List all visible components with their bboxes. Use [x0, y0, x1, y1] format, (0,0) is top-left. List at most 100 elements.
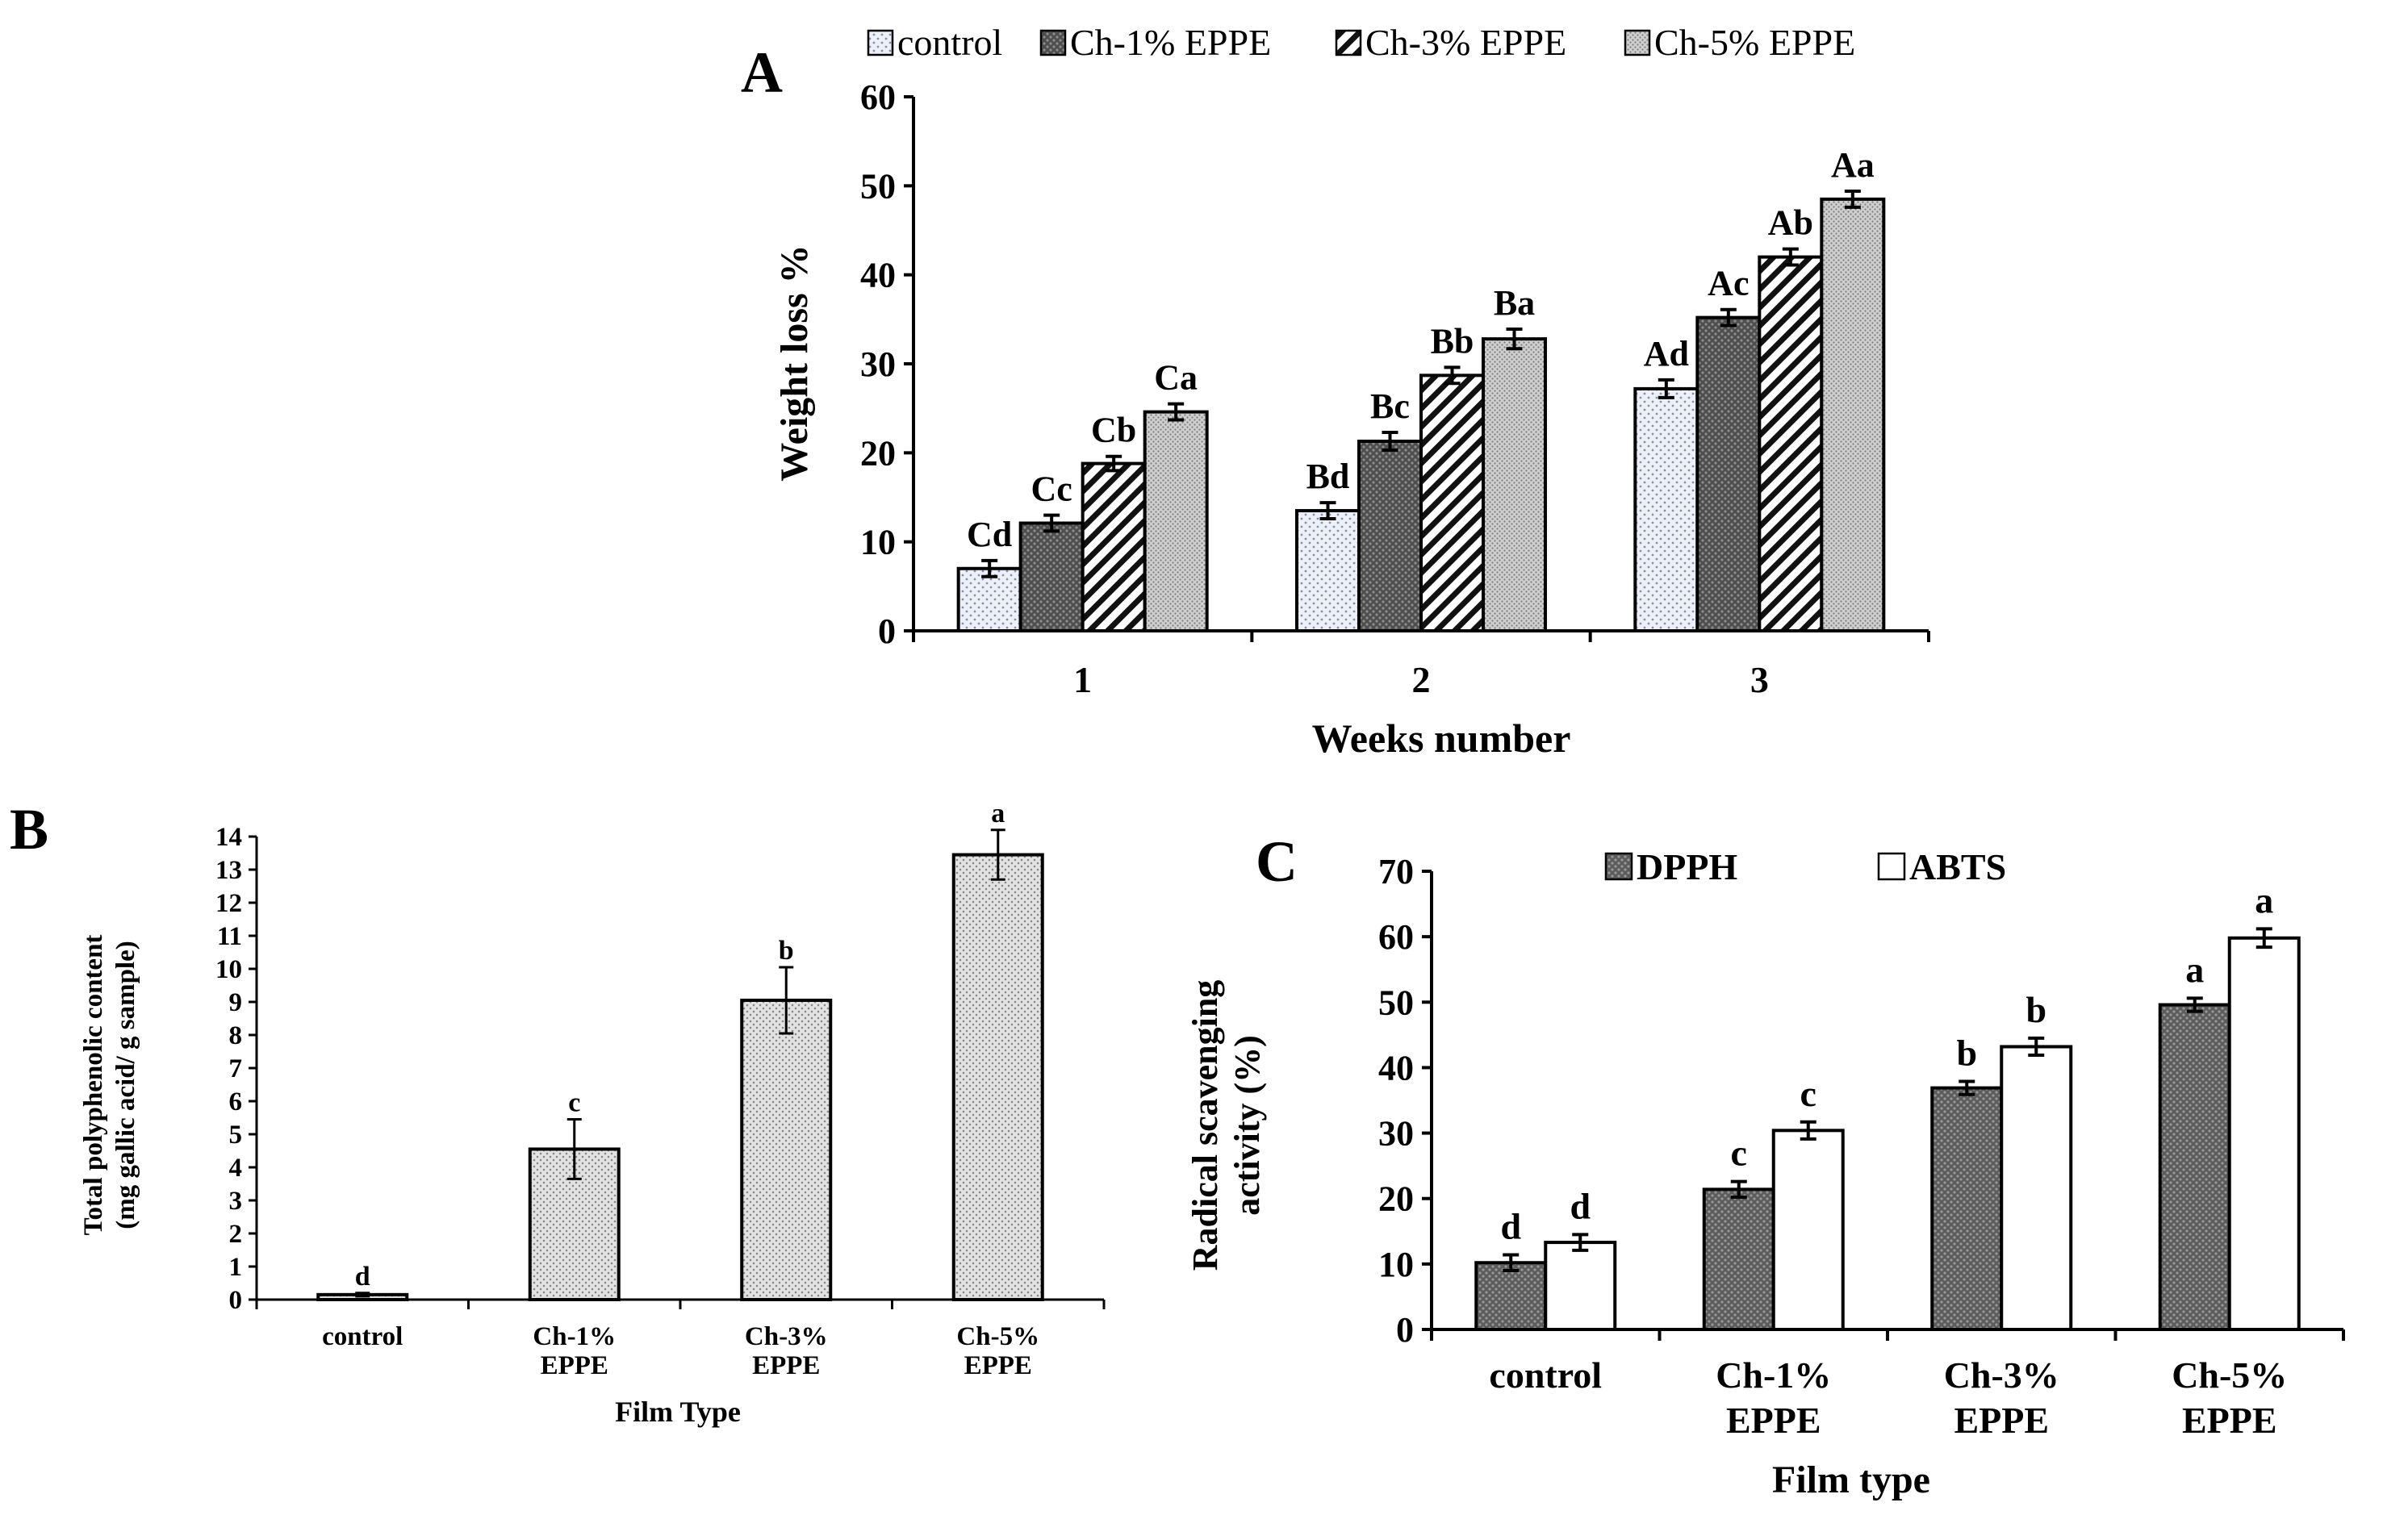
bar-c-0-0 — [1474, 1261, 1548, 1331]
y-tick-label-c-5: 50 — [1378, 983, 1414, 1022]
bar-b-2 — [740, 998, 833, 1301]
sig-label-a-3-0: Ca — [1154, 358, 1198, 398]
sig-label-a-1-0: Cc — [1031, 470, 1072, 509]
sig-label-a-2-1: Bb — [1431, 321, 1474, 361]
bar-c-0-3 — [2158, 1003, 2231, 1331]
x-tick-label-c-2-0: Ch-3% — [1944, 1354, 2059, 1396]
sig-label-a-0-0: Cd — [967, 515, 1012, 554]
sig-label-c-1-0: d — [1570, 1185, 1591, 1226]
x-tick-label-a-1: 2 — [1412, 659, 1431, 700]
y-tick-label-b-1: 1 — [229, 1253, 243, 1282]
y-tick-label-c-1: 10 — [1378, 1245, 1414, 1284]
y-axis-title-c-line1: Radical scavenging — [1185, 980, 1225, 1271]
bar-c-0-2 — [1930, 1086, 2004, 1332]
y-axis-title-b-line1: Total polyphenolic content — [79, 935, 108, 1236]
panel-a-letter: A — [741, 40, 783, 105]
y-tick-label-b-8: 8 — [229, 1021, 243, 1050]
y-tick-label-a-3: 30 — [860, 344, 896, 384]
y-tick-label-b-6: 6 — [229, 1087, 243, 1116]
y-tick-label-a-1: 10 — [860, 523, 896, 562]
x-tick-label-b-0-0: control — [322, 1322, 403, 1351]
x-tick-label-b-3-1: EPPE — [964, 1351, 1032, 1380]
legend-label-abts: ABTS — [1909, 846, 2006, 887]
y-tick-label-c-6: 60 — [1378, 917, 1414, 957]
y-tick-label-a-2: 20 — [860, 433, 896, 473]
y-tick-label-c-3: 30 — [1378, 1114, 1414, 1154]
sig-label-a-1-1: Bc — [1370, 386, 1410, 426]
sig-label-a-0-2: Ad — [1644, 334, 1689, 374]
sig-label-a-0-1: Bd — [1306, 457, 1350, 496]
sig-label-a-2-0: Cb — [1091, 411, 1136, 450]
legend-swatch-abts — [1877, 852, 1906, 881]
bar-c-1-3 — [2227, 936, 2301, 1332]
sig-label-c-0-0: d — [1500, 1205, 1521, 1246]
y-tick-label-a-0: 0 — [878, 611, 896, 651]
y-axis-title-a: Weight loss % — [773, 244, 816, 481]
bar-c-1-0 — [1544, 1241, 1617, 1331]
y-tick-label-b-7: 7 — [229, 1054, 243, 1083]
sig-label-a-2-2: Ab — [1768, 203, 1813, 243]
legend-label-ch1: Ch-1% EPPE — [1070, 22, 1271, 63]
legend-label-dpph: DPPH — [1637, 846, 1737, 887]
y-tick-label-b-10: 10 — [215, 955, 242, 984]
y-tick-label-b-9: 9 — [229, 988, 243, 1017]
y-tick-label-b-4: 4 — [229, 1154, 243, 1183]
sig-label-a-1-2: Ac — [1708, 264, 1749, 303]
y-tick-label-b-0: 0 — [229, 1286, 243, 1315]
legend-c: DPPH ABTS — [1604, 846, 2006, 887]
x-tick-label-c-3-0: Ch-5% — [2172, 1354, 2287, 1396]
x-tick-label-c-1-1: EPPE — [1726, 1400, 1821, 1441]
sig-label-b-2: b — [779, 936, 794, 966]
legend-swatch-control — [867, 29, 894, 56]
panel-b-letter: B — [10, 797, 48, 862]
sig-label-c-0-1: c — [1731, 1133, 1747, 1174]
sig-label-a-3-1: Ba — [1494, 283, 1535, 323]
sig-label-b-0: d — [355, 1262, 370, 1292]
legend-label-ch5: Ch-5% EPPE — [1654, 22, 1855, 63]
legend-label-control: control — [897, 22, 1002, 63]
bar-a-3-0 — [1143, 410, 1209, 632]
bar-c-1-2 — [2000, 1045, 2073, 1332]
y-axis-title-c-line2: activity (%) — [1227, 1035, 1267, 1216]
x-tick-label-b-3-0: Ch-5% — [956, 1322, 1039, 1351]
y-tick-label-a-4: 40 — [860, 256, 896, 295]
y-tick-label-c-7: 70 — [1378, 852, 1414, 891]
bar-a-0-2 — [1633, 386, 1699, 632]
bar-c-0-1 — [1702, 1187, 1775, 1331]
x-axis-title-a: Weeks number — [1312, 716, 1571, 761]
bar-a-1-2 — [1695, 315, 1762, 632]
y-tick-label-a-6: 60 — [860, 77, 896, 117]
panel-c-letter: C — [1256, 829, 1298, 894]
y-tick-label-c-4: 40 — [1378, 1048, 1414, 1087]
bar-a-1-0 — [1018, 521, 1085, 632]
sig-label-c-1-3: a — [2255, 879, 2273, 920]
legend-swatch-dpph — [1604, 852, 1633, 881]
y-tick-label-b-12: 12 — [215, 889, 242, 918]
x-tick-label-c-1-0: Ch-1% — [1716, 1354, 1831, 1396]
bar-a-0-1 — [1295, 509, 1361, 632]
y-tick-label-b-5: 5 — [229, 1121, 243, 1150]
bar-a-2-0 — [1081, 461, 1147, 632]
legend-swatch-ch5 — [1624, 29, 1651, 56]
panel-a: A control Ch-1% EPPE Ch-3% EPPE Ch-5% EP… — [741, 22, 1930, 761]
y-tick-label-b-3: 3 — [229, 1187, 243, 1216]
sig-label-c-1-1: c — [1800, 1073, 1816, 1114]
sig-label-a-3-2: Aa — [1831, 145, 1875, 185]
y-tick-label-b-11: 11 — [217, 922, 242, 951]
y-tick-label-b-2: 2 — [229, 1220, 243, 1249]
y-tick-label-c-0: 0 — [1396, 1310, 1414, 1350]
y-tick-label-a-5: 50 — [860, 166, 896, 206]
sig-label-b-3: a — [991, 799, 1005, 828]
plot-area-a: Cd Bd Ad Cc Bc Ac Cb Bb Ab Ca Ba Aa 0 10 20 30 40 50 60 1 2 3 — [860, 77, 1930, 700]
bar-b-3 — [951, 853, 1044, 1302]
bar-a-2-1 — [1419, 374, 1485, 632]
x-tick-label-b-2-1: EPPE — [752, 1351, 820, 1380]
x-tick-label-c-0-0: control — [1489, 1354, 1602, 1396]
sig-label-c-1-2: b — [2025, 989, 2046, 1030]
x-tick-label-b-2-0: Ch-3% — [745, 1322, 828, 1351]
x-tick-label-b-1-0: Ch-1% — [533, 1322, 616, 1351]
